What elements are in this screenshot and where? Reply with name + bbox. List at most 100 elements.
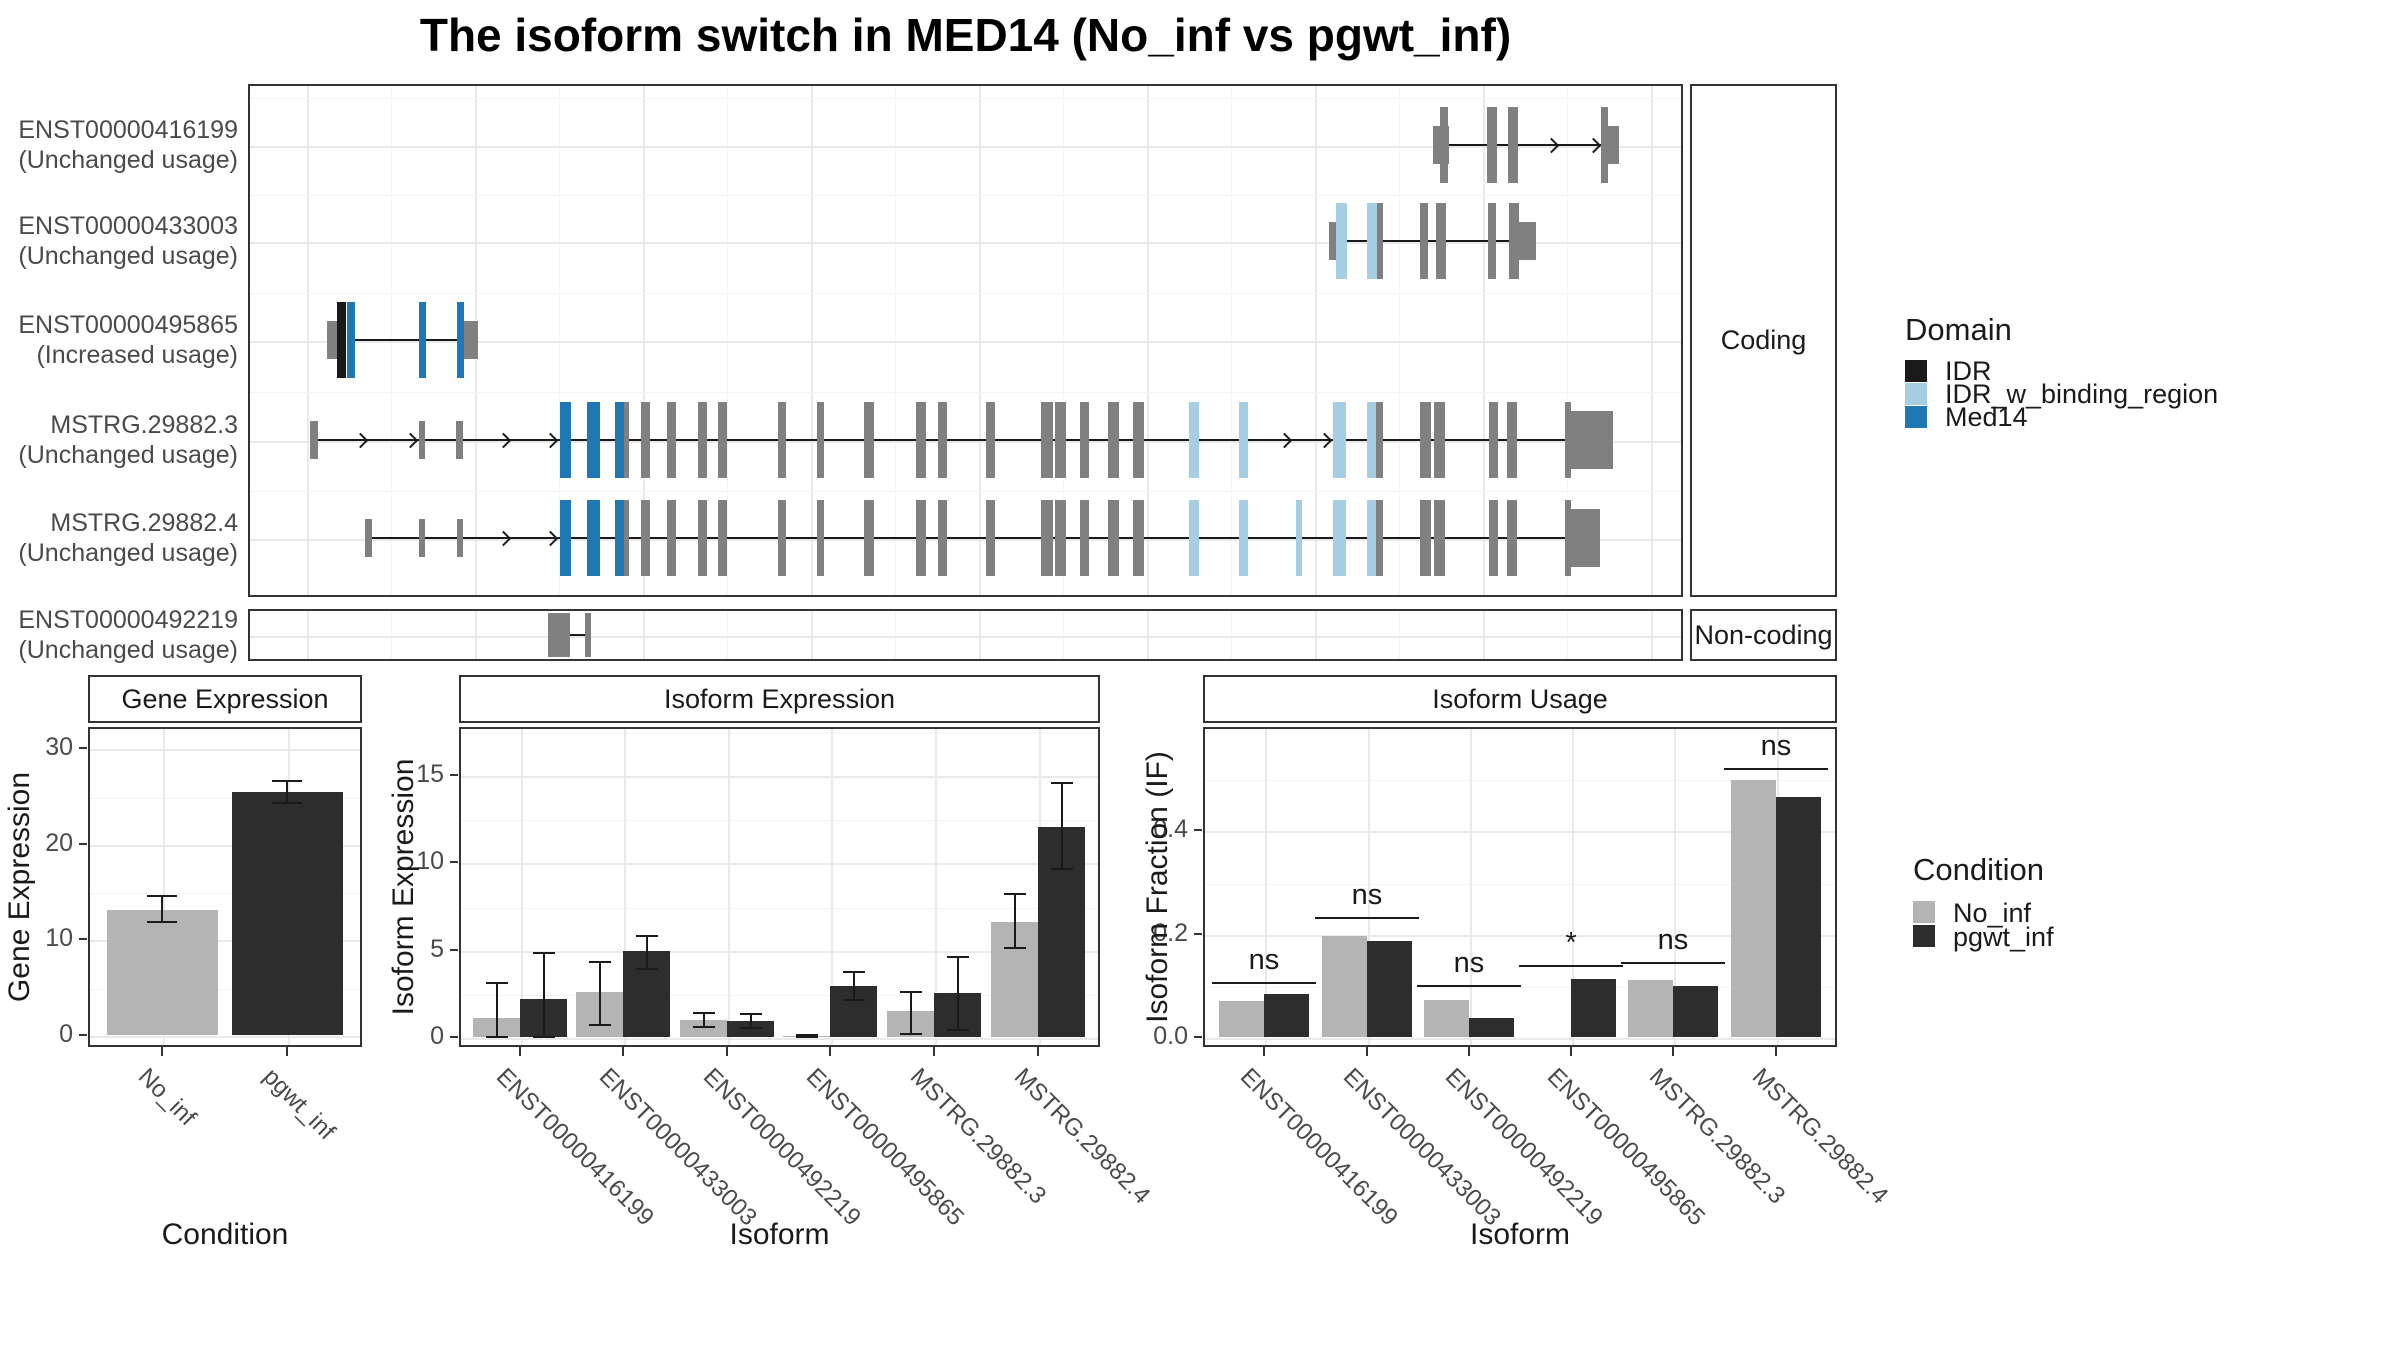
facet-strip-label: Coding bbox=[1720, 325, 1807, 355]
bar-No_inf bbox=[680, 1019, 727, 1037]
error-bar-cap-top bbox=[946, 955, 969, 958]
y-axis-tick-label: 0.4 bbox=[1153, 815, 1188, 843]
bar-pgwt_inf bbox=[1776, 796, 1821, 1037]
transcript-gridline-v-minor bbox=[895, 611, 896, 659]
exon-gray bbox=[778, 500, 786, 576]
exon-idr bbox=[337, 302, 346, 378]
chart-gridline-major bbox=[1205, 1038, 1835, 1040]
exon-gray bbox=[1080, 402, 1089, 478]
chart-gridline-major bbox=[90, 940, 360, 943]
error-bar-line bbox=[542, 953, 545, 1037]
transcript-gridline-h-minor bbox=[250, 195, 1681, 196]
domain-legend-label: Med14 bbox=[1945, 402, 2028, 432]
chart-panel-isoform_expression bbox=[459, 727, 1100, 1047]
error-bar-cap-bottom bbox=[272, 802, 302, 805]
transcript-intron-line bbox=[1347, 240, 1520, 242]
exon-gray bbox=[464, 321, 478, 359]
facet-strip-label: Non-coding bbox=[1694, 619, 1833, 650]
y-axis-tick bbox=[79, 842, 87, 845]
error-bar-cap-bottom bbox=[588, 1023, 611, 1026]
chart-strip-label: Gene Expression bbox=[121, 683, 329, 714]
y-axis-tick bbox=[450, 948, 458, 951]
exon-gray bbox=[1108, 402, 1119, 478]
transcript-gridline-v bbox=[307, 86, 309, 595]
exon-gray bbox=[1507, 402, 1517, 478]
exon-idr-binding bbox=[1333, 402, 1346, 478]
chart-gridline-v bbox=[1572, 729, 1574, 1045]
transcript-label: ENST00000495865 (Increased usage) bbox=[0, 310, 238, 370]
chart-gridline-v bbox=[935, 729, 937, 1045]
y-axis-tick bbox=[450, 773, 458, 776]
transcript-usage: (Increased usage) bbox=[36, 341, 238, 369]
domain-legend-swatch bbox=[1905, 360, 1927, 382]
exon-gray bbox=[864, 402, 874, 478]
transcript-gridline-v bbox=[1651, 86, 1653, 595]
chart-gridline-minor bbox=[1205, 987, 1835, 989]
error-bar-line bbox=[1060, 783, 1063, 869]
y-axis-tick-label: 20 bbox=[45, 828, 73, 857]
bar-No_inf bbox=[1322, 935, 1367, 1037]
transcript-gridline-h bbox=[250, 341, 1681, 343]
error-bar-cap-bottom bbox=[147, 921, 177, 924]
y-axis-tick-label: 0.0 bbox=[1153, 1022, 1188, 1050]
error-bar-cap-top bbox=[272, 779, 302, 782]
error-bar-cap-top bbox=[899, 990, 922, 993]
transcript-id: MSTRG.29882.4 bbox=[50, 509, 238, 537]
exon-med14 bbox=[615, 500, 624, 576]
transcript-usage: (Unchanged usage) bbox=[18, 441, 238, 469]
chart-gridline-v bbox=[728, 729, 730, 1045]
transcript-gridline-v-minor bbox=[1063, 86, 1064, 595]
y-axis-tick bbox=[450, 1036, 458, 1038]
x-axis-tick bbox=[519, 1047, 521, 1056]
bar-pgwt_inf bbox=[1673, 986, 1718, 1037]
transcript-gridline-v-minor bbox=[559, 86, 560, 595]
x-axis-tick bbox=[1672, 1047, 1674, 1056]
exon-gray bbox=[1420, 402, 1431, 478]
transcript-id: MSTRG.29882.3 bbox=[50, 411, 238, 439]
transcript-gridline-v bbox=[643, 611, 645, 659]
exon-idr-binding bbox=[1367, 402, 1376, 478]
y-axis-tick-label: 0.2 bbox=[1153, 918, 1188, 947]
bar-No_inf bbox=[1731, 779, 1776, 1037]
exon-gray bbox=[1509, 203, 1519, 279]
exon-med14 bbox=[347, 302, 355, 378]
chart-gridline-v bbox=[1368, 729, 1370, 1045]
error-bar-cap-top bbox=[842, 971, 865, 974]
transcript-gridline-v bbox=[1147, 611, 1149, 659]
exon-gray bbox=[698, 402, 707, 478]
significance-line bbox=[1417, 985, 1521, 988]
chart-gridline-minor bbox=[90, 893, 360, 895]
domain-legend-swatch bbox=[1905, 406, 1927, 428]
chart-gridline-major bbox=[90, 844, 360, 847]
figure-title: The isoform switch in MED14 (No_inf vs p… bbox=[419, 9, 1512, 61]
exon-idr-binding bbox=[1333, 500, 1346, 576]
chart-gridline-minor bbox=[461, 907, 1098, 909]
error-bar-line bbox=[161, 896, 163, 923]
exon-gray bbox=[456, 421, 463, 459]
transcript-gridline-v-minor bbox=[727, 86, 728, 595]
exon-gray bbox=[624, 500, 629, 576]
transcript-intron-line bbox=[569, 634, 586, 636]
exon-gray bbox=[1571, 411, 1613, 469]
error-bar-cap-bottom bbox=[795, 1036, 818, 1038]
x-axis-tick bbox=[1570, 1047, 1572, 1056]
transcript-gridline-v-minor bbox=[727, 611, 728, 659]
transcript-gridline-h-minor bbox=[250, 491, 1681, 492]
exon-gray bbox=[365, 519, 372, 557]
transcript-gridline-h-minor bbox=[250, 98, 1681, 99]
facet-strip-noncoding: Non-coding bbox=[1690, 609, 1837, 661]
exon-gray bbox=[1133, 500, 1144, 576]
exon-gray bbox=[1489, 500, 1498, 576]
error-bar-cap-bottom bbox=[692, 1025, 715, 1028]
transcript-gridline-v-minor bbox=[1399, 86, 1400, 595]
exon-idr-binding bbox=[1336, 203, 1347, 279]
exon-idr-binding bbox=[1189, 500, 1199, 576]
exon-gray bbox=[585, 613, 591, 657]
y-axis-tick bbox=[79, 1034, 87, 1036]
exon-gray bbox=[1440, 107, 1448, 183]
chart-gridline-minor bbox=[461, 995, 1098, 997]
error-bar-cap-bottom bbox=[842, 999, 865, 1002]
x-axis-tick bbox=[1037, 1047, 1039, 1056]
exon-med14 bbox=[419, 302, 426, 378]
error-bar-line bbox=[749, 1014, 752, 1029]
